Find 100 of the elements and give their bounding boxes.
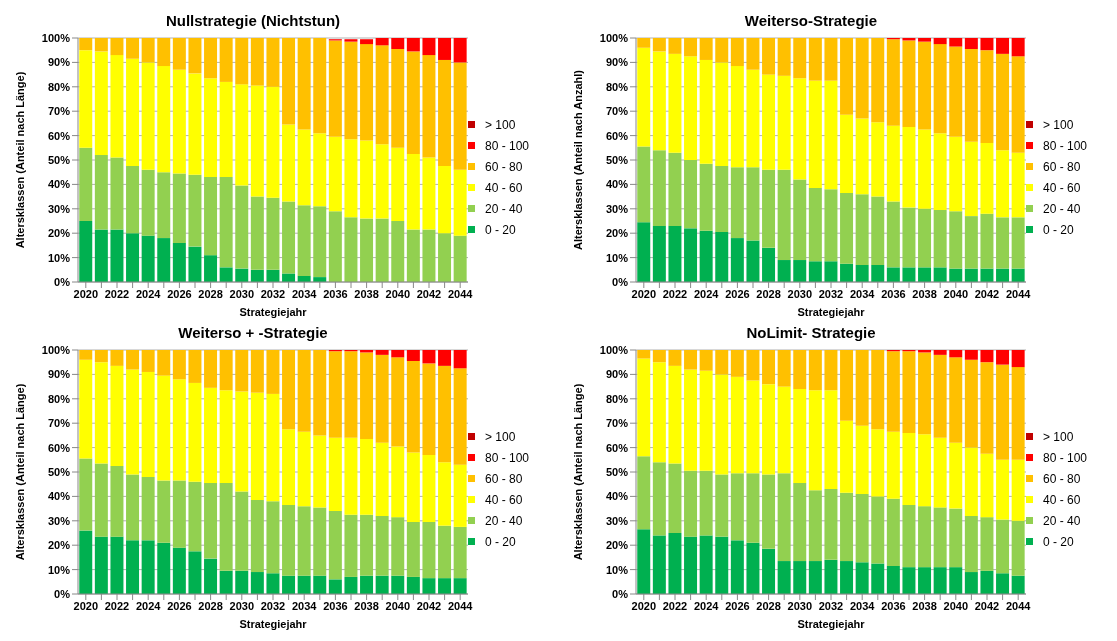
- bar: [406, 51, 420, 154]
- bar: [141, 169, 155, 236]
- bar: [344, 576, 358, 594]
- y-tick-label: 100%: [599, 343, 629, 356]
- bar: [715, 374, 729, 475]
- bar: [438, 233, 452, 282]
- bar: [918, 434, 932, 507]
- x-tick-label: 2034: [291, 287, 318, 300]
- bar: [344, 41, 358, 140]
- bar: [886, 267, 900, 282]
- y-tick-label: 40%: [47, 490, 71, 503]
- bar: [949, 357, 963, 443]
- bar: [141, 235, 155, 282]
- bar: [824, 80, 838, 190]
- legend-label: > 100: [1043, 429, 1074, 444]
- y-tick-label: 0%: [54, 275, 71, 288]
- bar: [391, 147, 405, 221]
- bar: [375, 350, 389, 355]
- bar: [360, 140, 374, 219]
- bar: [344, 351, 358, 438]
- bar: [808, 38, 822, 81]
- bar: [996, 217, 1010, 269]
- bar: [126, 38, 140, 59]
- bar: [840, 492, 854, 562]
- bar: [902, 432, 916, 505]
- bar: [375, 442, 389, 516]
- bar: [699, 370, 713, 471]
- bar: [204, 255, 218, 282]
- x-tick-label: 2036: [323, 287, 348, 300]
- x-axis-title: Strategiejahr: [239, 618, 308, 630]
- bar: [250, 392, 264, 501]
- bar: [235, 570, 249, 594]
- bar: [406, 153, 420, 230]
- legend-label: 80 - 100: [485, 450, 530, 465]
- bar: [126, 58, 140, 167]
- bar: [313, 206, 327, 278]
- bar: [886, 39, 900, 126]
- bar: [406, 452, 420, 523]
- bar: [422, 522, 436, 579]
- bar: [79, 221, 93, 282]
- bar: [250, 38, 264, 86]
- legend-label: 20 - 40: [485, 201, 523, 216]
- bar: [652, 225, 666, 282]
- bar: [730, 238, 744, 282]
- y-tick-label: 70%: [605, 105, 629, 118]
- bar: [328, 136, 342, 212]
- bar: [730, 473, 744, 541]
- bar: [391, 38, 405, 49]
- bar: [313, 350, 327, 436]
- y-tick-label: 100%: [599, 31, 629, 44]
- bar: [699, 535, 713, 594]
- bar: [808, 188, 822, 262]
- bar: [746, 240, 760, 282]
- bar: [668, 38, 682, 54]
- bar: [250, 269, 264, 282]
- y-tick-label: 60%: [47, 129, 71, 142]
- x-tick-label: 2024: [693, 599, 720, 612]
- bar: [840, 350, 854, 421]
- legend-label: 0 - 20: [485, 222, 516, 237]
- y-tick-label: 60%: [605, 441, 629, 454]
- bar: [282, 350, 296, 430]
- bar: [746, 350, 760, 381]
- bar: [730, 38, 744, 67]
- bar: [110, 536, 124, 594]
- bar: [266, 38, 280, 87]
- bar: [980, 50, 994, 143]
- bar: [715, 231, 729, 282]
- bar: [949, 136, 963, 212]
- y-tick-label: 30%: [605, 514, 629, 527]
- bar: [793, 482, 807, 562]
- bar: [266, 501, 280, 574]
- y-tick-label: 0%: [54, 587, 71, 600]
- x-tick-label: 2044: [447, 599, 474, 612]
- bar: [777, 169, 791, 261]
- bar: [266, 573, 280, 594]
- bar: [266, 350, 280, 394]
- bar: [110, 365, 124, 466]
- bar: [730, 350, 744, 377]
- bar: [297, 506, 311, 576]
- bar: [668, 225, 682, 282]
- bar: [886, 431, 900, 499]
- bar: [204, 350, 218, 388]
- y-tick-label: 10%: [605, 251, 629, 264]
- x-tick-label: 2032: [260, 287, 286, 300]
- bar: [141, 38, 155, 63]
- bar: [453, 38, 467, 63]
- y-tick-label: 90%: [605, 368, 629, 381]
- y-tick-label: 40%: [605, 178, 629, 191]
- x-tick-label: 2022: [104, 287, 130, 300]
- bar: [684, 536, 698, 594]
- bar: [94, 51, 108, 156]
- bar: [699, 470, 713, 536]
- x-tick-label: 2020: [631, 287, 657, 300]
- bar: [157, 350, 171, 376]
- bar: [360, 218, 374, 282]
- bar: [793, 260, 807, 282]
- x-tick-label: 2022: [104, 599, 130, 612]
- bar: [949, 567, 963, 594]
- x-tick-label: 2032: [818, 599, 844, 612]
- bar: [918, 267, 932, 282]
